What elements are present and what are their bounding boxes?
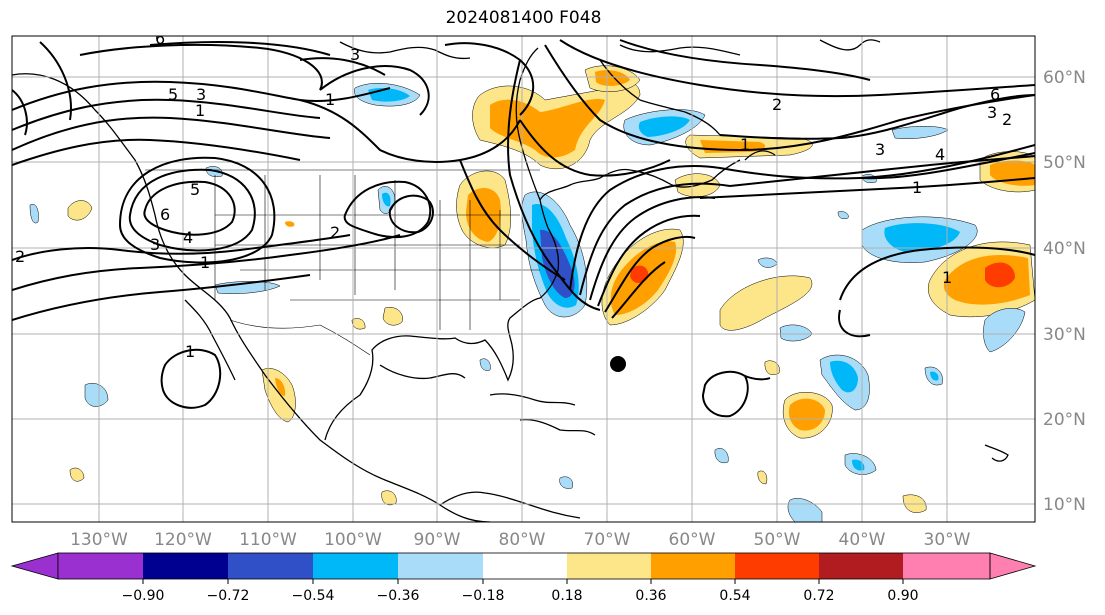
colorbar-swatch: [228, 553, 313, 579]
map-content: 6 5 3 1 2 1 3 4 5 6 2 3 1 1 2 6 3 2 3 4 …: [12, 29, 1035, 522]
contour-label: 2: [1002, 110, 1012, 129]
political-borders: [145, 169, 540, 356]
colorbar-swatch: [567, 553, 651, 579]
contour-label: 6: [160, 205, 170, 224]
contour-label: 6: [155, 29, 165, 48]
contour-label: 4: [183, 228, 193, 247]
colorbar-label: 0.36: [635, 588, 666, 604]
colorbar-swatch: [903, 553, 990, 579]
colorbar-label: −0.36: [377, 588, 420, 604]
lon-tick-label: 80°W: [499, 530, 546, 550]
colorbar-swatch: [651, 553, 735, 579]
colorbar-label: 0.54: [719, 588, 750, 604]
colorbar-high-extension: [989, 552, 1037, 580]
contour-label: 6: [990, 85, 1000, 104]
colorbar-swatch: [483, 553, 567, 579]
lon-tick-label: 120°W: [154, 530, 212, 550]
longitude-tick-labels: 130°W 120°W 110°W 100°W 90°W 80°W 70°W 6…: [70, 530, 971, 550]
contour-label: 1: [740, 135, 750, 154]
colorbar-swatch: [58, 553, 143, 579]
lon-tick-label: 30°W: [924, 530, 971, 550]
colorbar-label: 0.18: [551, 588, 582, 604]
colorbar-swatch: [313, 553, 398, 579]
contour-label: 1: [912, 178, 922, 197]
lon-tick-label: 50°W: [754, 530, 801, 550]
contour-labels: 6 5 3 1 2 1 3 4 5 6 2 3 1 1 2 6 3 2 3 4 …: [15, 29, 1012, 361]
lon-tick-label: 40°W: [839, 530, 886, 550]
contour-label: 3: [196, 85, 206, 104]
contour-label: 4: [935, 145, 945, 164]
latitude-tick-labels: 60°N 50°N 40°N 30°N 20°N 10°N: [1043, 68, 1086, 515]
coastlines: [12, 39, 1009, 522]
lon-tick-label: 110°W: [239, 530, 297, 550]
lat-tick-label: 20°N: [1043, 410, 1086, 430]
contour-label: 1: [942, 268, 952, 287]
colorbar: −0.90 −0.72 −0.54 −0.36 −0.18 0.18 0.36 …: [10, 552, 1037, 604]
lat-tick-label: 30°N: [1043, 325, 1086, 345]
contour-label: 5: [190, 180, 200, 199]
colorbar-label: −0.54: [292, 588, 335, 604]
colorbar-frame: [57, 552, 991, 580]
lon-tick-label: 130°W: [70, 530, 128, 550]
contour-label: 1: [185, 342, 195, 361]
contour-label: 2: [330, 223, 340, 242]
contour-label: 2: [15, 247, 25, 266]
lat-tick-label: 60°N: [1043, 68, 1086, 88]
lon-tick-label: 100°W: [324, 530, 382, 550]
colorbar-low-extension: [10, 552, 59, 580]
contour-label: 3: [875, 140, 885, 159]
contour-label: 3: [350, 45, 360, 64]
lat-tick-label: 50°N: [1043, 153, 1086, 173]
contour-label: 5: [168, 85, 178, 104]
contour-lines: [12, 39, 1035, 418]
colorbar-swatch: [398, 553, 483, 579]
map-border: [11, 35, 1036, 523]
colorbar-label: −0.72: [207, 588, 250, 604]
colorbar-label: −0.18: [462, 588, 505, 604]
colorbar-swatch: [143, 553, 228, 579]
negative-anomaly-shading: [29, 83, 1026, 522]
lon-tick-label: 70°W: [584, 530, 631, 550]
lon-tick-label: 60°W: [669, 530, 716, 550]
colorbar-label: −0.90: [122, 588, 165, 604]
colorbar-label: 0.90: [887, 588, 918, 604]
lat-tick-label: 10°N: [1043, 495, 1086, 515]
contour-label: 1: [200, 253, 210, 272]
contour-label: 3: [150, 235, 160, 254]
map-title: 2024081400 F048: [445, 8, 602, 28]
lat-tick-label: 40°N: [1043, 239, 1086, 259]
colorbar-label: 0.72: [803, 588, 834, 604]
storm-position-marker: [610, 356, 626, 372]
lon-tick-label: 90°W: [414, 530, 461, 550]
gridlines: [12, 36, 1035, 522]
contour-label: 1: [195, 101, 205, 120]
contour-label: 2: [772, 95, 782, 114]
colorbar-swatch: [735, 553, 819, 579]
contour-label: 3: [987, 103, 997, 122]
contour-label: 1: [325, 90, 335, 109]
colorbar-swatch: [819, 553, 903, 579]
